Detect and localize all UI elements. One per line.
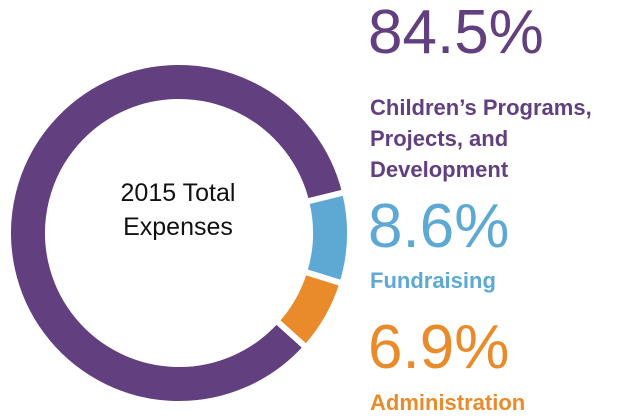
donut-segment [272,267,347,352]
value-label: 6.9% [368,313,510,382]
category-label: Children’s Programs, Projects, and Devel… [370,95,592,182]
donut-segment [300,188,353,288]
donut-segment [5,59,349,407]
center-label: 2015 Total Expenses [120,179,236,241]
category-label: Fundraising [370,268,496,293]
category-label: Administration [370,390,526,415]
value-label: 84.5% [368,0,544,67]
value-label: 8.6% [368,192,510,261]
